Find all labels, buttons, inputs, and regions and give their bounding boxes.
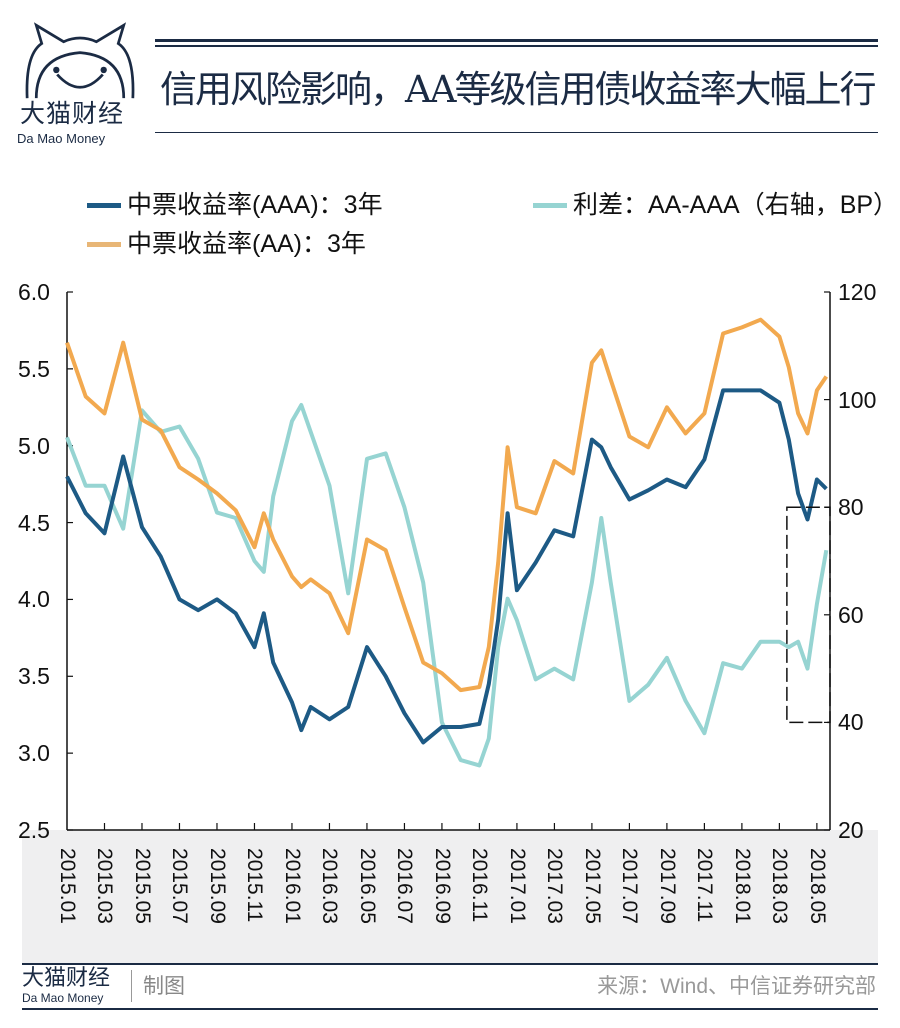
legend-swatch-aaa [87, 202, 121, 208]
series-line-spread [65, 403, 829, 768]
legend-swatch-spread [533, 202, 567, 208]
left-tick-label: 6.0 [18, 279, 50, 305]
logo-text-en: Da Mao Money [17, 131, 106, 146]
footer-made-by: 制图 [143, 975, 185, 998]
x-axis-label-band [22, 830, 878, 963]
left-tick-label: 2.5 [18, 817, 50, 843]
legend-label-aa: 中票收益率(AA)：3年 [127, 230, 366, 258]
header-rule-top-1 [155, 39, 878, 42]
right-tick-label: 60 [838, 601, 864, 628]
right-tick-label: 100 [838, 386, 877, 413]
series-line-aaa [65, 388, 828, 745]
left-tick-label: 5.5 [18, 355, 50, 382]
chart-title: 信用风险影响，AA等级信用债收益率大幅上行 [160, 68, 876, 111]
footer-logo-en: Da Mao Money [22, 991, 104, 1005]
footer-source: 来源：Wind、中信证券研究部 [597, 975, 876, 998]
series-line-aa [65, 317, 828, 693]
logo-cat-icon [10, 18, 150, 105]
header-rule-top-2 [155, 45, 878, 47]
footer-rule-top [22, 963, 878, 965]
right-tick-label: 120 [838, 279, 877, 305]
left-tick-label: 5.0 [18, 432, 50, 459]
legend-label-aaa: 中票收益率(AAA)：3年 [127, 191, 383, 219]
right-tick-label: 40 [838, 709, 864, 736]
footer-rule-bottom [22, 1008, 878, 1010]
logo-text-cn: 大猫财经 [20, 100, 125, 128]
header-rule-bottom [155, 132, 878, 133]
legend-item-aaa: 中票收益率(AAA)：3年 [87, 190, 383, 220]
footer-logo-cn: 大猫财经 [22, 965, 111, 990]
footer-divider [131, 970, 132, 1002]
legend-item-spread: 利差：AA-AAA（右轴，BP） [533, 190, 898, 220]
legend-item-aa: 中票收益率(AA)：3年 [87, 229, 366, 259]
right-tick-label: 80 [838, 494, 864, 521]
right-tick-label: 20 [838, 817, 864, 843]
legend-swatch-aa [87, 241, 121, 247]
left-tick-label: 3.0 [18, 740, 50, 767]
left-tick-label: 3.5 [18, 663, 50, 690]
left-tick-label: 4.0 [18, 586, 50, 613]
legend-label-spread: 利差：AA-AAA（右轴，BP） [573, 191, 899, 219]
highlight-box [786, 506, 831, 724]
left-tick-label: 4.5 [18, 509, 50, 536]
